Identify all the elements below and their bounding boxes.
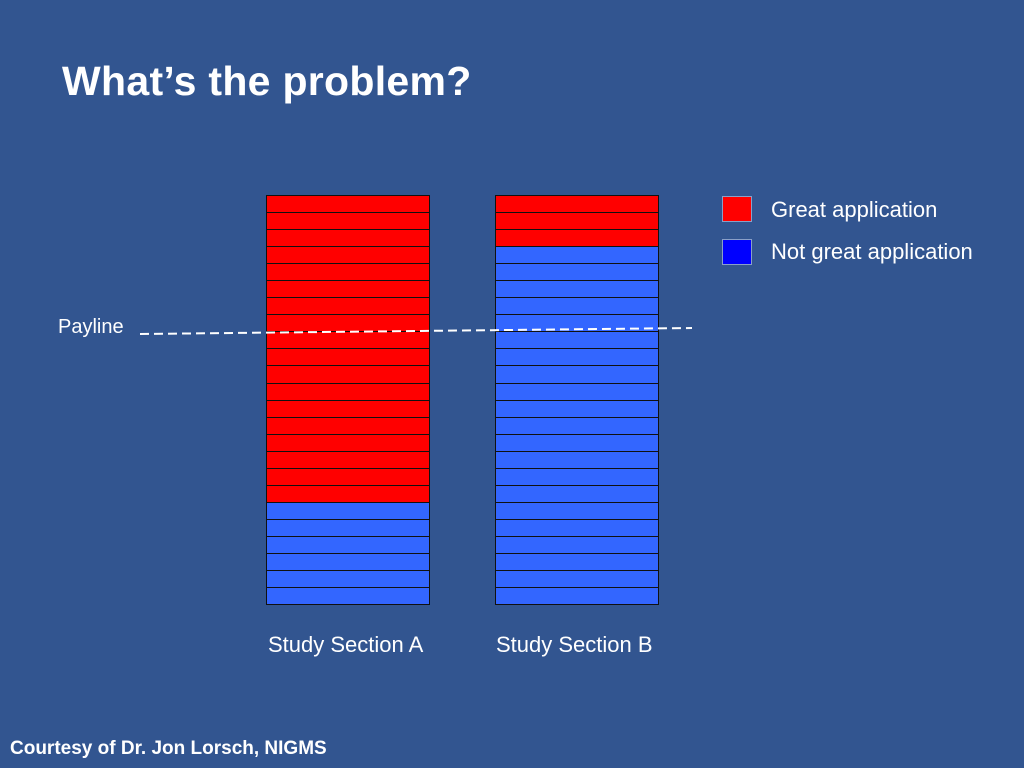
slide-title: What’s the problem? bbox=[62, 58, 472, 104]
not-great-application-cell bbox=[496, 332, 658, 350]
study-section-b-label: Study Section B bbox=[496, 632, 653, 657]
great-application-cell bbox=[496, 213, 658, 231]
not-great-application-cell bbox=[496, 366, 658, 384]
not-great-application-cell bbox=[496, 519, 658, 537]
study-section-a-label: Study Section A bbox=[268, 632, 424, 657]
not-great-application-cell bbox=[496, 451, 658, 469]
not-great-application-cell bbox=[496, 434, 658, 452]
legend-not-great-label: Not great application bbox=[771, 239, 973, 264]
not-great-application-cell bbox=[267, 571, 429, 589]
great-application-cell bbox=[267, 366, 429, 384]
not-great-application-cell bbox=[496, 247, 658, 265]
study-section-b-column bbox=[495, 195, 659, 605]
not-great-application-cell bbox=[496, 571, 658, 589]
not-great-application-cell bbox=[496, 298, 658, 316]
not-great-application-cell bbox=[496, 417, 658, 435]
great-application-cell bbox=[267, 468, 429, 486]
not-great-application-cell bbox=[496, 553, 658, 572]
not-great-application-cell bbox=[267, 553, 429, 572]
not-great-application-cell bbox=[496, 588, 658, 605]
great-application-cell bbox=[267, 247, 429, 265]
not-great-application-cell bbox=[496, 315, 658, 333]
great-application-cell bbox=[267, 281, 429, 299]
great-application-cell bbox=[267, 383, 429, 401]
not-great-application-cell bbox=[267, 502, 429, 520]
not-great-application-cell bbox=[267, 588, 429, 605]
great-application-cell bbox=[496, 230, 658, 248]
great-application-cell bbox=[267, 332, 429, 350]
great-application-cell bbox=[267, 230, 429, 248]
great-application-cell bbox=[267, 315, 429, 333]
not-great-application-cell bbox=[496, 485, 658, 503]
great-application-cell bbox=[496, 196, 658, 214]
not-great-application-cell bbox=[496, 400, 658, 418]
not-great-application-cell bbox=[496, 281, 658, 299]
legend-great-label: Great application bbox=[771, 197, 938, 222]
not-great-application-cell bbox=[267, 536, 429, 554]
not-great-application-cell bbox=[496, 264, 658, 282]
great-application-cell bbox=[267, 298, 429, 316]
not-great-application-cell bbox=[496, 502, 658, 520]
great-application-cell bbox=[267, 434, 429, 452]
great-application-cell bbox=[267, 349, 429, 367]
great-application-cell bbox=[267, 196, 429, 214]
not-great-application-cell bbox=[496, 468, 658, 486]
payline-label: Payline bbox=[58, 316, 124, 338]
great-application-cell bbox=[267, 485, 429, 503]
great-application-cell bbox=[267, 264, 429, 282]
not-great-application-cell bbox=[496, 536, 658, 554]
great-application-cell bbox=[267, 451, 429, 469]
great-application-cell bbox=[267, 400, 429, 418]
study-section-a-column bbox=[266, 195, 430, 605]
not-great-application-cell bbox=[267, 519, 429, 537]
not-great-application-cell bbox=[496, 349, 658, 367]
courtesy-footer: Courtesy of Dr. Jon Lorsch, NIGMS bbox=[10, 738, 327, 759]
legend-not-great-swatch bbox=[722, 239, 752, 265]
not-great-application-cell bbox=[496, 383, 658, 401]
great-application-cell bbox=[267, 417, 429, 435]
legend-great-swatch bbox=[722, 196, 752, 222]
great-application-cell bbox=[267, 213, 429, 231]
